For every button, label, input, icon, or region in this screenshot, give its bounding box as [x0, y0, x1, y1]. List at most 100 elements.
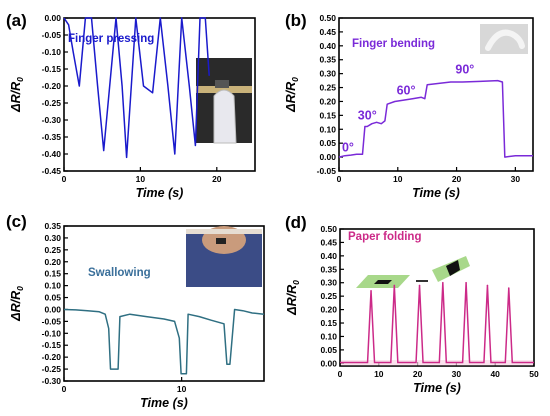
y-tick-label: 0.15 [44, 269, 61, 279]
peak-point [418, 284, 421, 287]
x-axis-title: Time (s) [140, 396, 188, 410]
y-tick-label: 0.15 [319, 110, 336, 120]
y-tick-label: 0.50 [320, 224, 337, 234]
y-tick-label: 0.30 [320, 278, 337, 288]
panel-label: (b) [285, 11, 307, 30]
photo-wall [186, 229, 262, 234]
x-tick-label: 20 [452, 174, 462, 184]
peak-point [507, 287, 510, 289]
y-tick-label: 0.05 [44, 293, 61, 303]
throat-sensor [216, 238, 226, 244]
folded-sensor-icon [446, 260, 460, 276]
y-tick-label: -0.05 [42, 30, 62, 40]
y-tick-label: -0.25 [42, 98, 62, 108]
y-axis-title-main: ΔR/R [9, 82, 23, 113]
y-axis-title-main: ΔR/R [284, 82, 298, 113]
y-tick-label: -0.05 [317, 166, 337, 176]
x-tick-label: 30 [511, 174, 521, 184]
y-tick-label: 0.30 [44, 233, 61, 243]
y-axis-title: ΔR/R0 [284, 77, 300, 113]
y-tick-label: 0.45 [319, 27, 336, 37]
chart-title: Paper folding [348, 231, 421, 243]
y-axis-title: ΔR/R0 [285, 280, 301, 316]
peak-point [486, 284, 489, 287]
x-tick-label: 10 [177, 384, 187, 394]
hand-shape [485, 29, 525, 51]
y-tick-label: 0.20 [319, 96, 336, 106]
y-tick-label: 0.00 [320, 358, 337, 368]
panel-label: (d) [285, 213, 307, 232]
chart-title: Finger bending [352, 38, 435, 50]
chart-title: Swallowing [88, 267, 151, 279]
y-tick-label: -0.05 [42, 316, 62, 326]
x-tick-label: 30 [452, 369, 462, 379]
x-tick-label: 0 [337, 174, 342, 184]
y-tick-label: 0.45 [320, 237, 337, 247]
peak-point [442, 281, 444, 284]
panel-d: (d) 0.00 0.05 0.10 0.15 0.20 0.25 0.30 0.35 0.40 0… [285, 213, 539, 395]
data-line [63, 308, 265, 375]
plot-frame [63, 225, 265, 382]
y-tick-label: 0.00 [44, 304, 61, 314]
y-tick-label: -0.20 [42, 81, 62, 91]
panel-label: (a) [6, 11, 27, 30]
y-axis-title-main: ΔR/R [9, 291, 23, 322]
data-line [338, 79, 533, 158]
panel-label: (c) [6, 212, 27, 231]
y-axis-title-subscript: 0 [290, 77, 300, 82]
y-tick-label: 0.05 [319, 138, 336, 148]
plot-frame [63, 17, 256, 172]
sensor-clip [215, 80, 229, 88]
angle-annotation: 30° [358, 109, 377, 123]
y-tick-label: 0.30 [319, 69, 336, 79]
y-tick-label: -0.10 [42, 328, 62, 338]
y-tick-label: -0.45 [42, 166, 62, 176]
y-tick-label: -0.35 [42, 132, 62, 142]
peak-point [393, 284, 396, 287]
y-tick-label: -0.30 [42, 376, 62, 386]
y-tick-label: 0.35 [44, 221, 61, 231]
y-tick-label: -0.25 [42, 364, 62, 374]
y-tick-label: -0.10 [42, 47, 62, 57]
angle-annotation: 90° [455, 63, 474, 77]
y-tick-label: -0.40 [42, 149, 62, 159]
flat-sensor-icon [374, 280, 392, 284]
y-tick-label: 0.40 [319, 41, 336, 51]
y-axis-title: ΔR/R0 [9, 77, 25, 113]
x-tick-label: 0 [62, 384, 67, 394]
x-tick-label: 20 [413, 369, 423, 379]
angle-annotation: 60° [397, 84, 416, 98]
plot-frame [338, 17, 534, 172]
y-tick-label: 0.25 [320, 291, 337, 301]
x-tick-label: 10 [374, 369, 384, 379]
panel-a: (a) 0.00 -0.05 -0.10 -0.15 -0.20 -0.25 -0.30 -0.… [6, 11, 256, 200]
y-axis-title-subscript: 0 [15, 286, 25, 291]
y-tick-label: 0.35 [319, 55, 336, 65]
y-tick-label: 0.40 [320, 251, 337, 261]
panel-b: (b) -0.05 0.00 0.05 0.10 0.15 0.20 0.25 0.30 0.35… [284, 11, 534, 200]
x-tick-label: 40 [490, 369, 500, 379]
y-tick-label: 0.10 [44, 281, 61, 291]
data-line [340, 282, 534, 364]
y-tick-label: -0.20 [42, 352, 62, 362]
y-axis-title-main: ΔR/R [285, 285, 299, 316]
x-tick-label: 0 [338, 369, 343, 379]
x-tick-label: 10 [393, 174, 403, 184]
y-tick-label: 0.25 [44, 245, 61, 255]
panel-c: (c) 0.35 0.30 0.25 0.20 0.15 0.10 0.050.00 -0.05… [6, 212, 265, 410]
y-tick-label: 0.05 [320, 345, 337, 355]
chart-title: Finger pressing [68, 33, 154, 45]
y-tick-label: 0.15 [320, 318, 337, 328]
x-tick-label: 0 [62, 174, 67, 184]
y-tick-label: -0.15 [42, 64, 62, 74]
x-axis-title: Time (s) [136, 186, 184, 200]
data-line [63, 17, 210, 159]
y-tick-label: 0.00 [44, 13, 61, 23]
peak-point [370, 289, 372, 292]
y-tick-label: 0.20 [44, 257, 61, 267]
y-tick-label: 0.20 [320, 305, 337, 315]
y-axis-title: ΔR/R0 [9, 286, 25, 322]
y-tick-label: 0.00 [319, 152, 336, 162]
y-tick-label: 0.50 [319, 13, 336, 23]
